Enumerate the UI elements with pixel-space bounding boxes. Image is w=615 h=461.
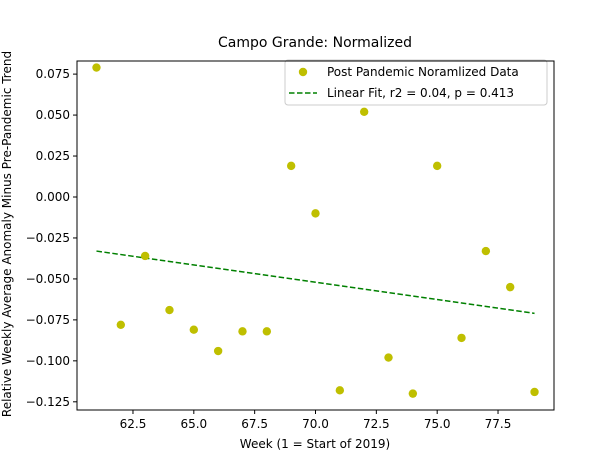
y-tick-label: −0.075	[26, 313, 70, 327]
plot-area	[92, 63, 539, 398]
data-point	[238, 327, 247, 336]
data-point	[530, 387, 539, 397]
x-tick-label: 75.0	[424, 417, 451, 431]
y-tick-label: −0.025	[26, 231, 70, 245]
y-tick-label: 0.075	[36, 67, 70, 81]
data-point	[481, 246, 491, 256]
y-tick-label: −0.050	[26, 272, 70, 286]
x-tick-label: 72.5	[363, 417, 390, 431]
fit-line	[96, 250, 535, 315]
data-point	[213, 346, 223, 356]
x-tick-label: 77.5	[485, 417, 512, 431]
chart-title: Campo Grande: Normalized	[218, 35, 412, 51]
axes-frame	[76, 60, 555, 411]
data-point	[116, 320, 126, 329]
y-axis-ticks: 0.075 0.050 0.025 0.000 −0.025 −0.050 −0.075 −0…	[26, 67, 77, 409]
data-point	[359, 107, 369, 116]
y-tick-label: −0.125	[26, 395, 70, 409]
data-point	[189, 325, 199, 334]
legend-marker-data	[298, 67, 308, 77]
x-tick-label: 70.0	[302, 417, 329, 431]
data-point	[408, 389, 418, 398]
x-axis-ticks: 62.5 65.0 67.5 70.0 72.5 75.0 77.5	[120, 410, 512, 431]
legend-label-fit: Linear Fit, r2 = 0.04, p = 0.413	[327, 86, 514, 100]
y-tick-label: 0.050	[36, 108, 70, 122]
data-point	[92, 63, 101, 72]
data-point	[457, 333, 466, 343]
x-tick-label: 67.5	[241, 417, 268, 431]
legend: Post Pandemic Noramlized Data Linear Fit…	[284, 59, 548, 106]
x-axis-label: Week (1 = Start of 2019)	[240, 437, 390, 451]
data-point	[165, 305, 174, 315]
y-axis-label: Relative Weekly Average Anomaly Minus Pr…	[0, 51, 14, 417]
data-point	[505, 282, 515, 292]
data-point	[311, 209, 320, 218]
legend-label-data: Post Pandemic Noramlized Data	[327, 65, 519, 79]
data-point	[286, 161, 296, 171]
legend-frame	[284, 59, 548, 106]
x-tick-label: 62.5	[120, 417, 147, 431]
y-tick-label: 0.000	[36, 190, 70, 204]
data-point	[140, 251, 150, 261]
data-point	[432, 161, 442, 171]
y-tick-label: −0.100	[26, 354, 70, 368]
y-tick-label: 0.025	[36, 149, 70, 163]
data-point	[384, 353, 393, 362]
data-point	[335, 386, 345, 395]
x-tick-label: 65.0	[180, 417, 207, 431]
data-point	[262, 327, 272, 336]
